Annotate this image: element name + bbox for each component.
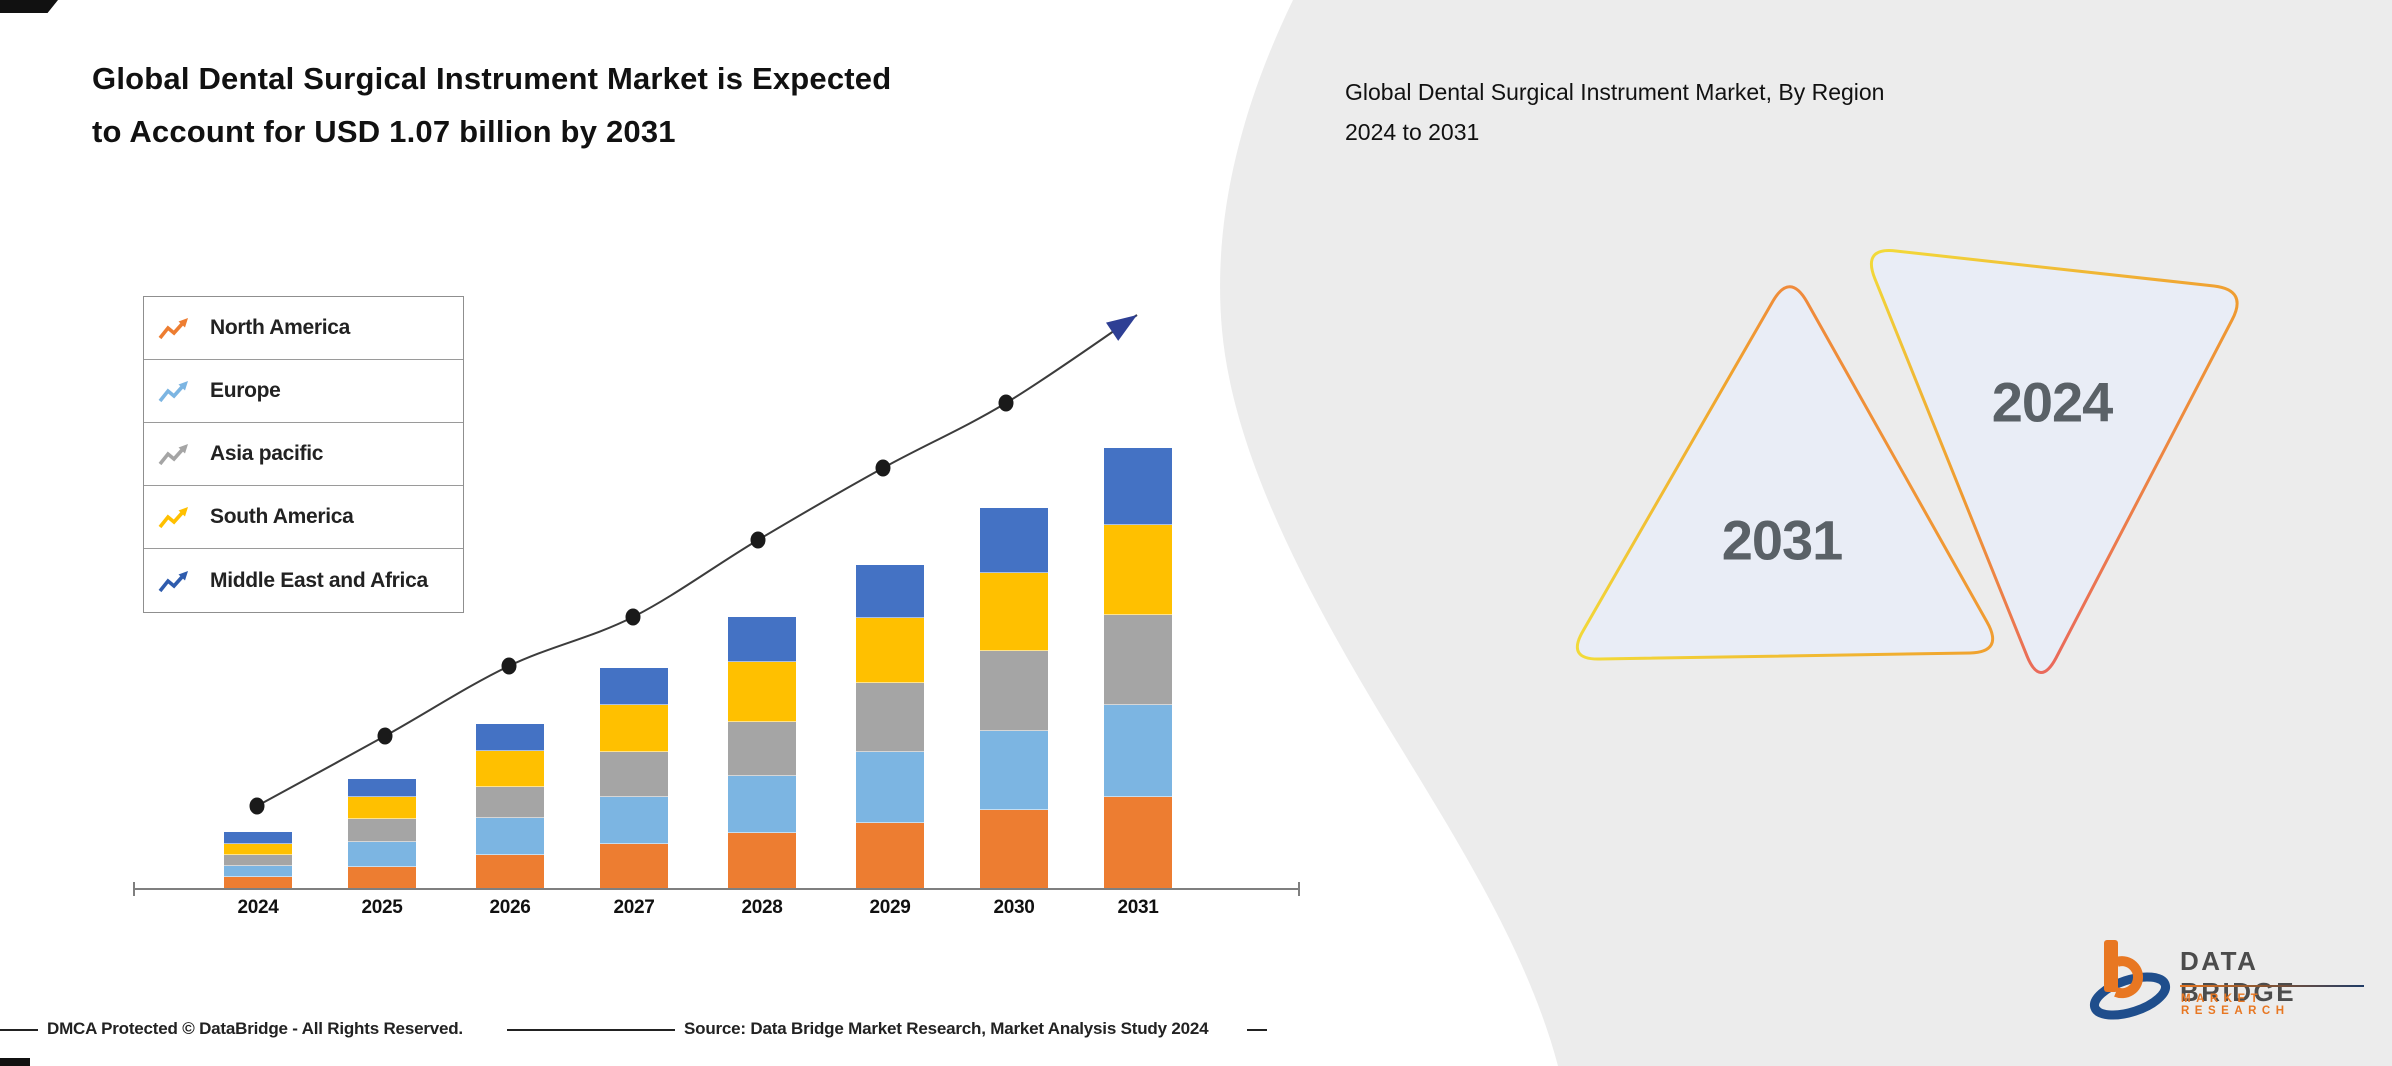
bar-segment-middle-east-and-africa	[856, 565, 924, 618]
bar-2027	[600, 668, 668, 889]
bar-segment-europe	[728, 776, 796, 833]
bar-segment-south-america	[728, 662, 796, 722]
bar-segment-south-america	[856, 618, 924, 683]
trend-arrow-icon	[158, 318, 188, 340]
bar-segment-south-america	[980, 573, 1048, 651]
bar-segment-middle-east-and-africa	[600, 668, 668, 705]
bar-segment-middle-east-and-africa	[980, 508, 1048, 573]
bar-segment-south-america	[348, 797, 416, 819]
bar-segment-north-america	[348, 867, 416, 889]
bar-segment-south-america	[224, 844, 292, 855]
data-bridge-logo-mark	[2089, 940, 2171, 1020]
bar-segment-south-america	[1104, 525, 1172, 615]
x-axis-label-2030: 2030	[993, 897, 1035, 918]
legend-item-asia-pacific: Asia pacific	[144, 423, 463, 486]
bar-segment-north-america	[1104, 797, 1172, 889]
trend-arrow-icon	[158, 444, 188, 466]
bar-segment-north-america	[600, 844, 668, 889]
bar-2031	[1104, 448, 1172, 889]
legend-item-middle-east-and-africa: Middle East and Africa	[144, 549, 463, 612]
x-axis-label-2028: 2028	[741, 897, 783, 918]
bar-segment-europe	[600, 797, 668, 844]
x-axis-label-2029: 2029	[869, 897, 911, 918]
footer-dmca-text: DMCA Protected © DataBridge - All Rights…	[47, 1019, 463, 1038]
x-axis-label-2027: 2027	[613, 897, 655, 918]
top-left-corner-mark	[0, 0, 58, 13]
bar-segment-middle-east-and-africa	[348, 779, 416, 797]
bar-segment-asia-pacific	[728, 722, 796, 776]
bar-segment-asia-pacific	[1104, 615, 1172, 705]
bar-segment-asia-pacific	[348, 819, 416, 842]
trend-arrow-icon	[158, 570, 188, 592]
bar-segment-europe	[476, 818, 544, 855]
bar-segment-europe	[348, 842, 416, 867]
bar-segment-north-america	[980, 810, 1048, 889]
bottom-left-corner-mark	[0, 1058, 30, 1066]
bar-2026	[476, 724, 544, 889]
bar-segment-middle-east-and-africa	[1104, 448, 1172, 525]
x-axis-label-2026: 2026	[489, 897, 531, 918]
footer-rule-left	[0, 1029, 38, 1031]
legend-item-label: Middle East and Africa	[210, 568, 428, 592]
right-panel-title: Global Dental Surgical Instrument Market…	[1345, 72, 2105, 152]
bar-segment-asia-pacific	[856, 683, 924, 752]
bar-segment-asia-pacific	[476, 787, 544, 818]
bar-segment-south-america	[600, 705, 668, 752]
bar-segment-middle-east-and-africa	[476, 724, 544, 751]
bar-segment-europe	[980, 731, 1048, 810]
bar-segment-europe	[1104, 705, 1172, 797]
legend-item-label: North America	[210, 316, 351, 339]
bar-segment-middle-east-and-africa	[224, 832, 292, 844]
bar-2029	[856, 565, 924, 889]
data-bridge-logo: DATA BRIDGE MARKET RESEARCH	[2088, 938, 2380, 1048]
legend-item-label: South America	[210, 505, 354, 528]
trend-arrow-icon	[158, 381, 188, 403]
bar-segment-north-america	[476, 855, 544, 889]
bar-segment-north-america	[728, 833, 796, 889]
chart-legend: North America Europe Asia pacific South Ame…	[143, 296, 464, 613]
legend-item-label: Asia pacific	[210, 442, 324, 465]
page-title-line1: Global Dental Surgical Instrument Market…	[92, 61, 892, 96]
x-axis-label-2031: 2031	[1117, 897, 1159, 918]
trend-arrow-icon	[158, 507, 188, 529]
bar-segment-middle-east-and-africa	[728, 617, 796, 662]
page-title-line2: to Account for USD 1.07 billion by 2031	[92, 114, 676, 149]
bar-segment-europe	[856, 752, 924, 823]
bar-2025	[348, 779, 416, 889]
x-axis	[133, 882, 1300, 896]
right-panel-title-line2: 2024 to 2031	[1345, 119, 1480, 145]
bar-2028	[728, 617, 796, 889]
footer-rule-right	[1247, 1029, 1267, 1031]
x-axis-label-2024: 2024	[237, 897, 279, 918]
bar-2024	[224, 832, 292, 889]
bar-segment-north-america	[856, 823, 924, 889]
bar-2030	[980, 508, 1048, 889]
logo-divider	[2180, 985, 2364, 987]
bar-segment-north-america	[224, 877, 292, 889]
bar-segment-asia-pacific	[600, 752, 668, 797]
bar-segment-europe	[224, 866, 292, 877]
page-title: Global Dental Surgical Instrument Market…	[92, 52, 1092, 158]
legend-item-north-america: North America	[144, 297, 463, 360]
footer-source-text: Source: Data Bridge Market Research, Mar…	[684, 1019, 1209, 1038]
right-panel-title-line1: Global Dental Surgical Instrument Market…	[1345, 79, 1885, 105]
legend-item-label: Europe	[210, 379, 281, 402]
bar-segment-asia-pacific	[224, 855, 292, 866]
footer-rule-middle	[507, 1029, 675, 1031]
bar-segment-south-america	[476, 751, 544, 787]
legend-item-europe: Europe	[144, 360, 463, 423]
x-axis-label-2025: 2025	[361, 897, 403, 918]
logo-tagline: MARKET RESEARCH	[2181, 993, 2290, 1017]
legend-item-south-america: South America	[144, 486, 463, 549]
bar-segment-asia-pacific	[980, 651, 1048, 731]
